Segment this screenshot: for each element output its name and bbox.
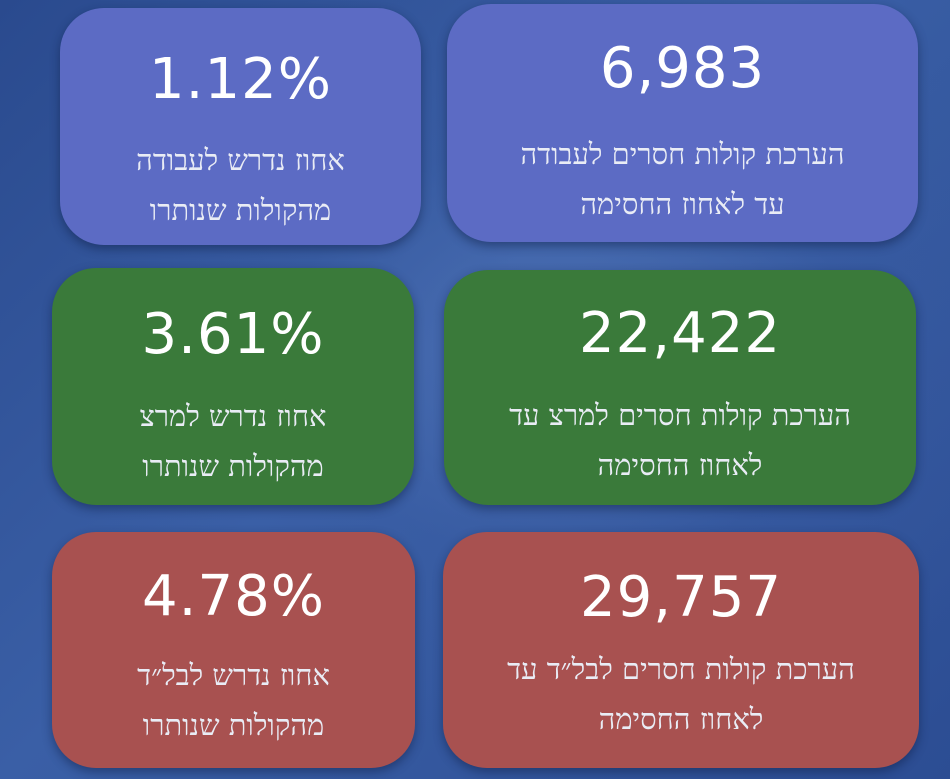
balad-votes-label: הערכת קולות חסרים לבל״ד עד לאחוז החסימה xyxy=(443,644,919,744)
meretz-pct-label-line2: מהקולות שנותרו xyxy=(142,449,324,483)
labor-votes-label-line1: הערכת קולות חסרים לעבודה xyxy=(520,137,845,171)
balad-votes-value: 29,757 xyxy=(580,565,782,630)
meretz-votes-value: 22,422 xyxy=(579,301,781,366)
balad-votes-label-line1: הערכת קולות חסרים לבל״ד עד xyxy=(507,652,855,686)
balad-votes-label-line2: לאחוז החסימה xyxy=(598,702,764,736)
balad-pct-label-line2: מהקולות שנותרו xyxy=(142,708,325,742)
meretz-pct-value: 3.61% xyxy=(141,302,325,367)
balad-pct-label-line1: אחוז נדרש לבל״ד xyxy=(137,658,330,692)
meretz-votes-card: 22,422 הערכת קולות חסרים למרצ עד לאחוז ה… xyxy=(444,270,916,505)
labor-pct-value: 1.12% xyxy=(149,47,332,112)
meretz-pct-label: אחוז נדרש למרצ מהקולות שנותרו xyxy=(52,391,414,491)
labor-pct-label: אחוז נדרש לעבודה מהקולות שנותרו xyxy=(60,135,421,235)
meretz-pct-card: 3.61% אחוז נדרש למרצ מהקולות שנותרו xyxy=(52,268,414,505)
labor-pct-card: 1.12% אחוז נדרש לעבודה מהקולות שנותרו xyxy=(60,8,421,245)
labor-votes-label-line2: עד לאחוז החסימה xyxy=(580,187,785,221)
labor-pct-label-line1: אחוז נדרש לעבודה xyxy=(136,143,345,177)
labor-votes-value: 6,983 xyxy=(599,36,766,101)
balad-pct-card: 4.78% אחוז נדרש לבל״ד מהקולות שנותרו xyxy=(52,532,415,768)
labor-votes-card: 6,983 הערכת קולות חסרים לעבודה עד לאחוז … xyxy=(447,4,918,242)
meretz-votes-label-line2: לאחוז החסימה xyxy=(597,448,763,482)
labor-pct-label-line2: מהקולות שנותרו xyxy=(149,193,332,227)
meretz-votes-label: הערכת קולות חסרים למרצ עד לאחוז החסימה xyxy=(444,390,916,490)
balad-votes-card: 29,757 הערכת קולות חסרים לבל״ד עד לאחוז … xyxy=(443,532,919,768)
meretz-votes-label-line1: הערכת קולות חסרים למרצ עד xyxy=(509,398,851,432)
balad-pct-label: אחוז נדרש לבל״ד מהקולות שנותרו xyxy=(52,650,415,750)
meretz-pct-label-line1: אחוז נדרש למרצ xyxy=(139,399,327,433)
balad-pct-value: 4.78% xyxy=(142,564,325,629)
labor-votes-label: הערכת קולות חסרים לעבודה עד לאחוז החסימה xyxy=(447,129,918,229)
